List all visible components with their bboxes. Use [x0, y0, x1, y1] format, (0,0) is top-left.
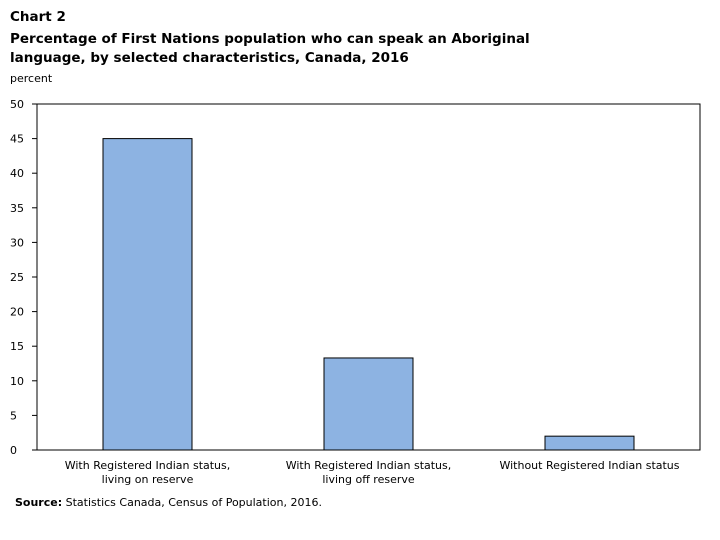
bar-1: [102, 138, 193, 451]
bar-series: [102, 138, 635, 451]
x-category-label: Without Registered Indian status: [499, 459, 679, 472]
y-tick-label: 35: [10, 202, 24, 215]
y-tick-label: 15: [10, 340, 24, 353]
plot-area-frame: [36, 103, 701, 451]
x-axis-category-labels: With Registered Indian status,living on …: [65, 459, 680, 486]
y-tick-label: 30: [10, 236, 24, 249]
y-axis-unit-label: percent: [10, 72, 53, 85]
source-text: Statistics Canada, Census of Population,…: [65, 496, 322, 509]
y-tick-label: 20: [10, 306, 24, 319]
y-axis-ticks: 0 5 10 15 20 25 30 35 40 45 50: [10, 98, 37, 457]
x-category-label: living on reserve: [102, 473, 194, 486]
x-category-label: With Registered Indian status,: [286, 459, 452, 472]
y-tick-label: 45: [10, 133, 24, 146]
y-tick-label: 0: [10, 444, 17, 457]
y-tick-label: 40: [10, 167, 24, 180]
x-category-label: living off reserve: [322, 473, 415, 486]
y-tick-label: 5: [10, 409, 17, 422]
source-label: Source:: [15, 496, 63, 509]
bar-3: [544, 435, 635, 451]
chart-number: Chart 2: [10, 9, 66, 25]
source-note: Source: Statistics Canada, Census of Pop…: [15, 496, 322, 509]
y-tick-label: 50: [10, 98, 24, 111]
y-tick-label: 10: [10, 375, 24, 388]
chart-title: Percentage of First Nations population w…: [10, 31, 530, 66]
x-category-label: With Registered Indian status,: [65, 459, 231, 472]
y-tick-label: 25: [10, 271, 24, 284]
bar-2: [323, 357, 414, 451]
